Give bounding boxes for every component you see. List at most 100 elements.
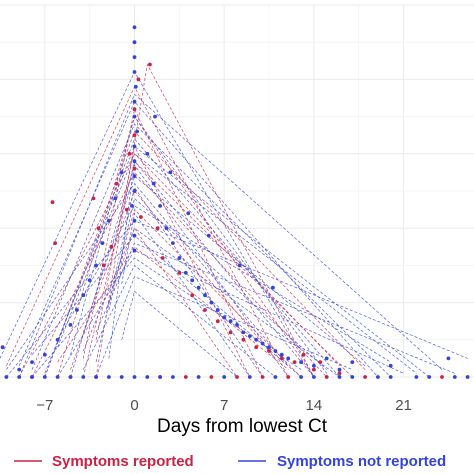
data-point xyxy=(312,363,316,368)
data-point xyxy=(301,352,306,357)
data-point xyxy=(133,84,138,89)
data-point xyxy=(132,248,137,253)
trajectory-line xyxy=(95,276,353,378)
data-point xyxy=(183,375,188,379)
data-point xyxy=(107,375,111,379)
data-point xyxy=(132,189,137,193)
data-point xyxy=(135,129,140,134)
trajectory-line xyxy=(82,264,276,378)
x-axis-title: Days from lowest Ct xyxy=(157,416,328,437)
data-point xyxy=(164,226,169,231)
data-point xyxy=(299,375,303,379)
data-point xyxy=(222,375,227,379)
trajectory-line xyxy=(108,160,315,378)
legend-label-symptoms-not-reported: Symptoms not reported xyxy=(277,453,446,470)
trajectory-line xyxy=(82,227,340,378)
data-point xyxy=(228,319,233,324)
data-point xyxy=(160,256,165,260)
data-point xyxy=(177,256,182,260)
data-point xyxy=(241,330,246,335)
data-point xyxy=(113,196,118,201)
trajectory-line xyxy=(57,153,417,374)
data-point xyxy=(132,133,137,138)
data-point xyxy=(247,375,252,379)
data-point xyxy=(206,233,211,238)
data-point xyxy=(168,170,173,175)
trajectory-line xyxy=(95,63,315,378)
data-point xyxy=(130,204,134,208)
data-point xyxy=(183,270,188,275)
data-point xyxy=(215,319,220,324)
data-point xyxy=(75,308,79,312)
trajectory-line xyxy=(121,290,238,378)
data-point xyxy=(215,308,220,312)
trajectory-line xyxy=(31,123,391,378)
x-axis-ticks: −7 0 7 14 21 xyxy=(36,397,412,414)
data-point xyxy=(132,55,137,59)
data-point xyxy=(107,218,111,223)
data-point xyxy=(145,151,150,156)
data-point xyxy=(132,25,137,30)
data-point xyxy=(414,375,419,379)
data-points xyxy=(0,25,470,379)
data-point xyxy=(452,375,457,379)
data-point xyxy=(299,360,303,364)
data-point xyxy=(114,181,119,186)
data-point xyxy=(119,375,124,379)
data-point xyxy=(186,211,191,216)
x-tick-label: 21 xyxy=(395,397,412,414)
data-point xyxy=(132,40,137,45)
trajectory-line xyxy=(31,257,302,378)
x-tick-label: 7 xyxy=(220,397,228,414)
data-point xyxy=(337,375,342,379)
data-point xyxy=(427,375,432,379)
trajectory-line xyxy=(44,130,366,378)
data-point xyxy=(50,200,55,205)
data-point xyxy=(271,285,275,290)
data-point xyxy=(273,349,278,353)
data-point xyxy=(209,375,214,379)
data-point xyxy=(260,375,265,379)
data-point xyxy=(440,375,444,379)
data-point xyxy=(203,293,207,298)
data-point xyxy=(267,345,271,350)
trajectory-line xyxy=(70,164,289,378)
data-point xyxy=(235,323,239,327)
data-point xyxy=(0,345,5,350)
data-point xyxy=(196,285,201,290)
data-point xyxy=(42,352,47,357)
data-point xyxy=(260,341,265,346)
data-point xyxy=(190,293,195,298)
data-point xyxy=(81,293,86,298)
data-point xyxy=(363,375,367,379)
data-point xyxy=(247,334,252,338)
data-point xyxy=(235,375,239,379)
trajectory-line xyxy=(95,186,263,378)
data-point xyxy=(279,352,284,357)
legend-label-symptoms-reported: Symptoms reported xyxy=(52,453,194,470)
data-point xyxy=(350,375,355,379)
data-point xyxy=(68,375,73,379)
data-point xyxy=(158,204,163,208)
data-point xyxy=(132,174,137,179)
data-point xyxy=(324,375,329,379)
data-point xyxy=(337,367,342,372)
data-point xyxy=(337,371,342,376)
x-tick-label: 0 xyxy=(130,397,138,414)
data-point xyxy=(145,375,150,379)
data-point xyxy=(109,244,114,249)
trajectory-line xyxy=(6,183,289,370)
data-point xyxy=(153,114,157,119)
trajectory-line xyxy=(31,171,327,378)
data-point xyxy=(286,375,291,379)
data-point xyxy=(81,375,86,379)
data-point xyxy=(350,360,355,364)
trajectory-line xyxy=(121,212,251,378)
data-point xyxy=(100,241,105,246)
data-point xyxy=(124,207,129,212)
data-point xyxy=(190,278,195,283)
trajectory-line xyxy=(18,101,379,378)
data-point xyxy=(158,375,163,379)
data-point xyxy=(55,337,60,342)
data-point xyxy=(17,375,22,379)
